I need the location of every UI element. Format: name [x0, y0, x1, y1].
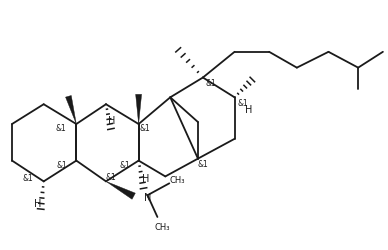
- Text: CH₃: CH₃: [154, 222, 170, 232]
- Text: N: N: [144, 192, 151, 202]
- Polygon shape: [66, 96, 76, 124]
- Text: H: H: [142, 174, 149, 184]
- Polygon shape: [136, 95, 142, 124]
- Text: &1: &1: [106, 172, 116, 181]
- Text: &1: &1: [139, 124, 150, 133]
- Text: H: H: [34, 198, 42, 208]
- Text: &1: &1: [197, 160, 208, 168]
- Text: &1: &1: [205, 79, 216, 88]
- Text: &1: &1: [120, 160, 130, 169]
- Text: &1: &1: [55, 124, 66, 133]
- Text: H: H: [245, 105, 252, 115]
- Text: CH₃: CH₃: [170, 175, 185, 184]
- Polygon shape: [106, 182, 135, 200]
- Text: &1: &1: [23, 173, 33, 182]
- Text: &1: &1: [56, 160, 67, 169]
- Text: &1: &1: [237, 98, 248, 107]
- Text: H: H: [108, 116, 116, 126]
